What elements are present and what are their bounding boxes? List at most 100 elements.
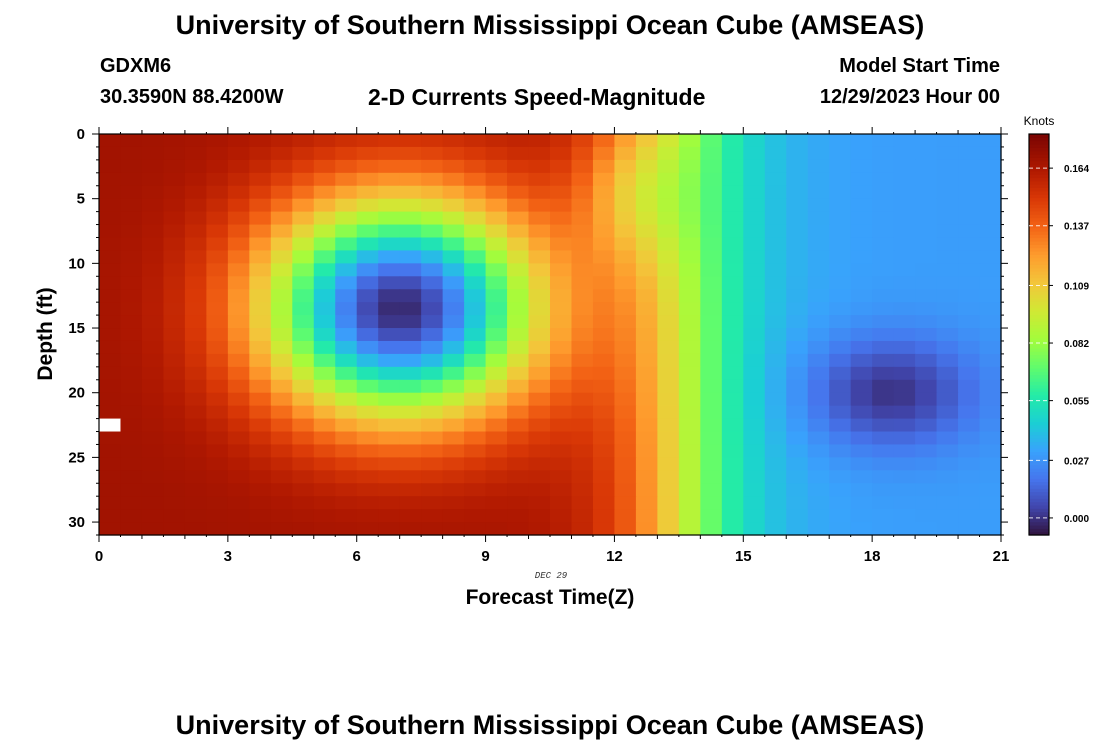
colorbar-step [1029,321,1049,326]
heatmap-cell [614,302,637,316]
heatmap-cell [378,353,401,368]
heatmap-cell [936,496,959,510]
heatmap-cell [528,146,551,161]
heatmap-cell [528,302,551,316]
heatmap-cell [249,328,272,342]
heatmap-cell [721,250,744,264]
heatmap-cell [356,366,379,381]
heatmap-cell [764,392,787,407]
heatmap-cell [893,366,916,381]
heatmap-cell [657,340,680,355]
heatmap-cell [421,418,444,433]
heatmap-cell [915,159,938,174]
heatmap-cell [850,483,873,497]
heatmap-cell [550,172,573,187]
heatmap-cell [571,146,594,161]
heatmap-cell [507,328,530,342]
heatmap-cell [614,250,637,264]
heatmap-cell [485,224,508,239]
heatmap-cell [592,444,616,458]
heatmap-cell [678,405,701,420]
heatmap-cell [184,496,207,510]
heatmap-cell [270,263,293,277]
heatmap-cell [507,211,530,226]
heatmap-cell [249,198,272,213]
colorbar-step [1029,157,1049,162]
heatmap-cell [786,211,809,226]
heatmap-cell [979,134,1002,148]
heatmap-cell [893,224,916,239]
heatmap-cell [120,392,143,407]
heatmap-cell [721,185,744,200]
heatmap-cell [786,224,809,239]
heatmap-cell [184,353,207,368]
heatmap-cell [99,276,122,290]
heatmap-cell [893,496,916,510]
heatmap-cell [678,302,701,316]
heatmap-cell [292,496,315,510]
colorbar-step [1029,260,1049,265]
model-start-value: 12/29/2023 Hour 00 [819,86,1000,108]
heatmap-cell [764,146,787,161]
heatmap-cell [979,509,1002,523]
x-axis-label: Forecast Time(Z) [466,586,635,609]
heatmap-cell [979,237,1002,252]
heatmap-cell [592,146,616,161]
colorbar-step [1029,434,1049,439]
heatmap-cell [292,159,315,174]
heatmap-cell [743,392,766,407]
heatmap-cell [764,418,787,433]
x-tick-label: 21 [993,548,1010,565]
heatmap-cell [270,146,293,161]
heatmap-cell [378,172,401,187]
heatmap-cell [485,302,508,316]
heatmap-cell [335,159,358,174]
heatmap-cell [635,522,658,536]
heatmap-cell [141,172,165,187]
heatmap-cell [657,159,680,174]
heatmap-cell [893,457,916,471]
heatmap-cell [872,405,895,420]
heatmap-cell [528,198,551,213]
heatmap-cell [120,457,143,471]
heatmap-cell [829,289,852,303]
heatmap-cell [99,134,122,148]
heatmap-cell [700,159,723,174]
heatmap-cell [399,405,422,420]
heatmap-cell [872,146,895,161]
heatmap-cell [141,366,165,381]
heatmap-cell [807,211,830,226]
heatmap-cell [507,302,530,316]
heatmap-cell [206,185,229,200]
heatmap-cell [163,134,186,148]
heatmap-cell [227,457,250,471]
heatmap-cell [249,340,272,355]
heatmap-cell [764,353,787,368]
heatmap-cell [958,353,981,368]
heatmap-cell [721,522,744,536]
heatmap-cell [507,405,530,420]
heatmap-cell [227,250,250,264]
heatmap-cell [958,211,981,226]
heatmap-cell [528,276,551,290]
heatmap-cell [399,198,422,213]
heatmap-cell [528,172,551,187]
heatmap-cell [442,211,465,226]
heatmap-cell [700,379,723,394]
heatmap-cell [141,185,165,200]
heatmap-cell [335,431,358,446]
heatmap-cell [721,289,744,303]
heatmap-cell [292,392,315,407]
heatmap-cell [743,198,766,213]
heatmap-cell [700,431,723,446]
heatmap-cell [292,470,315,484]
heatmap-cell [442,405,465,420]
heatmap-cell [249,315,272,329]
heatmap-cell [550,405,573,420]
heatmap-cell [786,146,809,161]
colorbar-step [1029,397,1049,402]
colorbar-step [1029,524,1049,529]
heatmap-cell [893,418,916,433]
heatmap-cell [592,340,616,355]
heatmap-cell [893,340,916,355]
